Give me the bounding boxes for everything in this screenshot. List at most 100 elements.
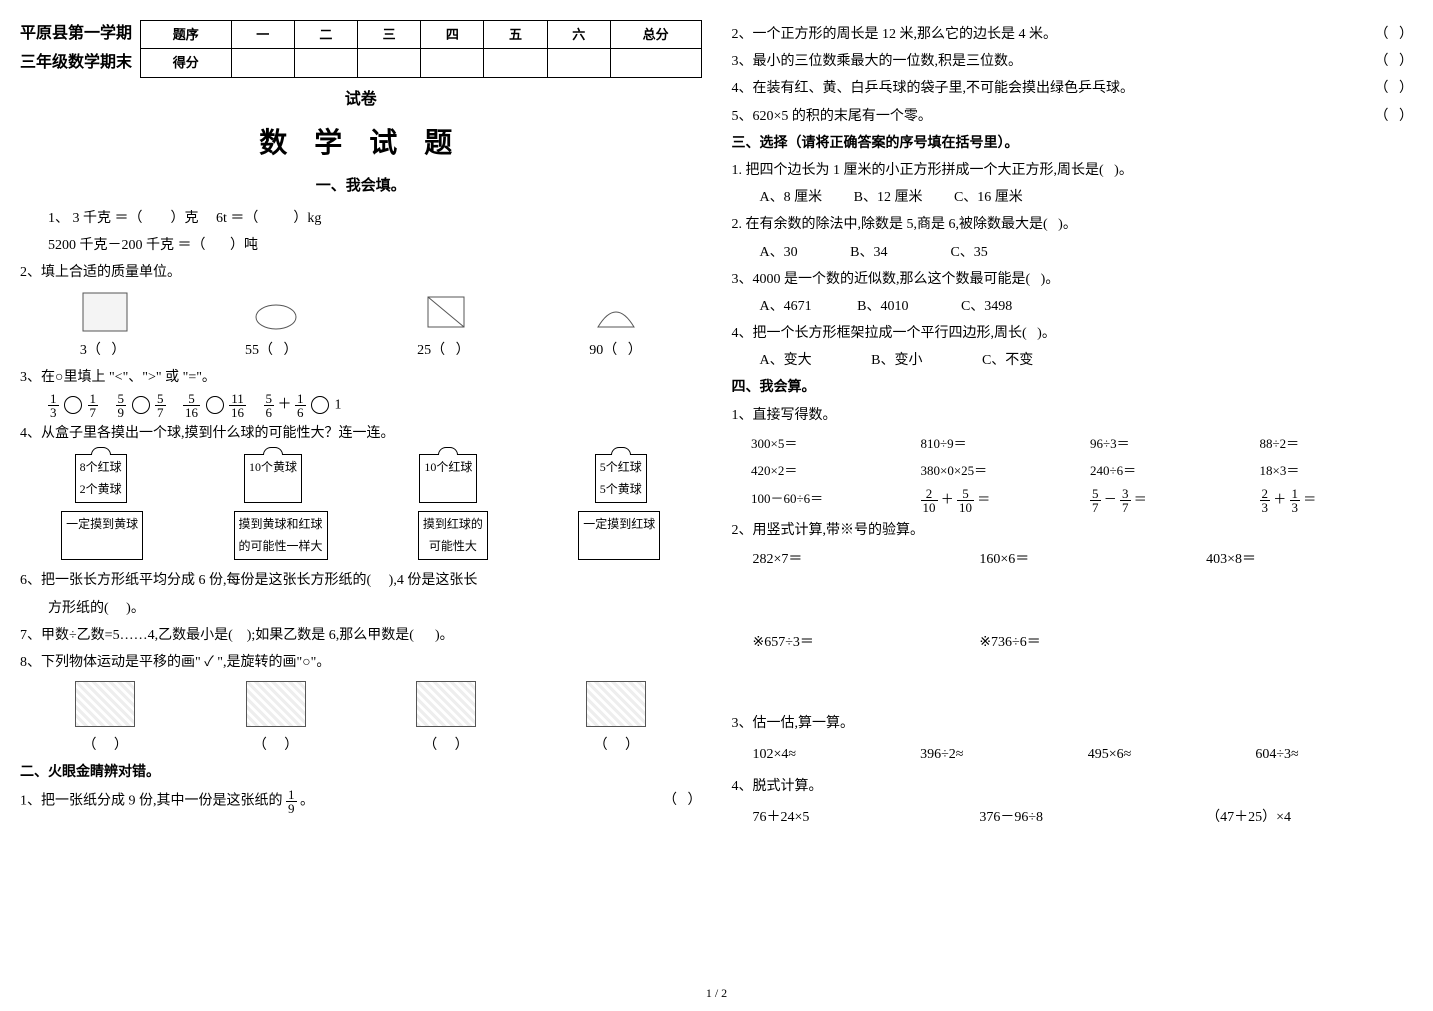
dg-i: 100－60÷6＝ — [751, 487, 905, 514]
tbl-c6: 六 — [547, 21, 610, 49]
motion-icon-4 — [586, 681, 646, 727]
sec2-title: 二、火眼金睛辨对错。 — [20, 760, 702, 785]
mass-icon-1 — [82, 292, 128, 332]
motion-icon-1 — [75, 681, 135, 727]
vc-c: 403×8＝ — [1206, 547, 1413, 572]
header-line2: 三年级数学期末 — [20, 49, 132, 78]
cmp-b-ld: 9 — [116, 406, 127, 419]
box-top-4: 5个红球5个黄球 — [595, 454, 647, 503]
title-main: 数 学 试 题 — [20, 119, 702, 169]
cmp-c-rd: 16 — [229, 406, 246, 419]
vc-b: 160×6＝ — [979, 547, 1186, 572]
tx-c: （47＋25）×4 — [1206, 805, 1413, 830]
c1: 1. 把四个边长为 1 厘米的小正方形拼成一个大正方形,周长是( — [732, 163, 1104, 178]
vc-e: ※736÷6＝ — [979, 630, 1186, 655]
tbl-r1c1: 题序 — [141, 21, 232, 49]
dg-j: 210 ＋ 510 ＝ — [921, 487, 1075, 514]
c4b: B、变小 — [871, 353, 922, 368]
q1-l2b: ）吨 — [230, 238, 258, 253]
q1-l1a: 1、 3 千克 ＝（ — [48, 211, 143, 226]
cmp-b-rn: 5 — [155, 392, 166, 406]
q6b: ),4 份是这张长 — [389, 573, 478, 588]
q2-b: 55（ — [245, 343, 273, 358]
mass-icon-2 — [253, 292, 299, 332]
cmp-d-rd: 6 — [295, 406, 306, 419]
est-c: 495×6≈ — [1088, 742, 1246, 767]
sec4-title: 四、我会算。 — [732, 375, 1414, 400]
c1b: B、12 厘米 — [854, 190, 923, 205]
q3: 3、在○里填上 "<"、">" 或 "="。 — [20, 365, 702, 390]
cmp-b-rd: 7 — [155, 406, 166, 419]
j1-fd: 9 — [286, 802, 297, 815]
q2-a-close: ） — [111, 343, 125, 358]
tbl-c2: 二 — [294, 21, 357, 49]
cmp-d-rn: 1 — [295, 392, 306, 406]
mass-icon-3 — [423, 292, 469, 332]
est-a: 102×4≈ — [753, 742, 911, 767]
p8-1: （ ） — [82, 733, 128, 758]
vc-a: 282×7＝ — [753, 547, 960, 572]
dg-d: 88÷2＝ — [1260, 432, 1414, 455]
j5: 5、620×5 的积的末尾有一个零。 — [732, 109, 932, 124]
c2a: A、30 — [760, 245, 798, 260]
tx-a: 76＋24×5 — [753, 805, 960, 830]
header-line1: 平原县第一学期 — [20, 20, 132, 49]
q6a: 6、把一张长方形纸平均分成 6 份,每份是这张长方形纸的( — [20, 573, 371, 588]
j5-paren: （ ） — [1375, 104, 1414, 129]
cmp-circle-2 — [132, 396, 150, 414]
cmp-row: 13 17 59 57 516 1116 56 ＋ 16 1 — [20, 392, 702, 419]
q7b: );如果乙数是 6,那么甲数是( — [247, 628, 414, 643]
box-bot-2: 摸到黄球和红球的可能性一样大 — [234, 511, 328, 560]
tbl-c5: 五 — [484, 21, 547, 49]
s4-4: 4、脱式计算。 — [732, 774, 1414, 799]
dg-l: 23 ＋ 13 ＝ — [1260, 487, 1414, 514]
c4c: C、不变 — [982, 353, 1033, 368]
box-bot-1: 一定摸到黄球 — [61, 511, 143, 560]
cmp-c-ld: 16 — [183, 406, 200, 419]
q4: 4、从盒子里各摸出一个球,摸到什么球的可能性大？连一连。 — [20, 421, 702, 446]
j3-paren: （ ） — [1375, 49, 1414, 74]
c4a: A、变大 — [760, 353, 812, 368]
cmp-a-rn: 1 — [88, 392, 99, 406]
c4: 4、把一个长方形框架拉成一个平行四边形,周长( — [732, 326, 1027, 341]
tbl-r2c1: 得分 — [141, 49, 232, 77]
p8-3: （ ） — [423, 733, 469, 758]
motion-icon-2 — [246, 681, 306, 727]
box-top-3: 10个红球 — [419, 454, 477, 503]
tbl-c4: 四 — [421, 21, 484, 49]
cmp-circle-4 — [311, 396, 329, 414]
box-bot-4: 一定摸到红球 — [578, 511, 660, 560]
s4-1: 1、直接写得数。 — [732, 403, 1414, 428]
j1b: 。 — [300, 793, 314, 808]
cmp-d-ln: 5 — [264, 392, 275, 406]
q6c: 方形纸的( — [48, 601, 109, 616]
dg-k: 57 － 37 ＝ — [1090, 487, 1244, 514]
j2-paren: （ ） — [1375, 22, 1414, 47]
j2: 2、一个正方形的周长是 12 米,那么它的边长是 4 米。 — [732, 27, 1058, 42]
c3c: C、3498 — [961, 299, 1012, 314]
cmp-d-ld: 6 — [264, 406, 275, 419]
page-number: 1 / 2 — [0, 983, 1433, 1005]
dg-a: 300×5＝ — [751, 432, 905, 455]
box-top-1: 8个红球2个黄球 — [75, 454, 127, 503]
q7c: )。 — [435, 628, 454, 643]
sec3-title: 三、选择（请将正确答案的序号填在括号里）。 — [732, 131, 1414, 156]
c3: 3、4000 是一个数的近似数,那么这个数最可能是( — [732, 272, 1031, 287]
j3: 3、最小的三位数乘最大的一位数,积是三位数。 — [732, 54, 1023, 69]
q7a: 7、甲数÷乙数=5……4,乙数最小是( — [20, 628, 233, 643]
c3a: A、4671 — [760, 299, 812, 314]
q2-c: 25（ — [417, 343, 445, 358]
s4-3: 3、估一估,算一算。 — [732, 711, 1414, 736]
est-b: 396÷2≈ — [920, 742, 1078, 767]
q6d: )。 — [126, 601, 145, 616]
p8-4: （ ） — [594, 733, 640, 758]
j4: 4、在装有红、黄、白乒乓球的袋子里,不可能会摸出绿色乒乓球。 — [732, 81, 1135, 96]
j4-paren: （ ） — [1375, 76, 1414, 101]
q8: 8、下列物体运动是平移的画" ✓ ",是旋转的画"○"。 — [20, 650, 702, 675]
dg-c: 96÷3＝ — [1090, 432, 1244, 455]
q2-d-close: ） — [628, 343, 642, 358]
q2: 2、填上合适的质量单位。 — [20, 260, 702, 285]
c4end: )。 — [1037, 326, 1056, 341]
c2c: C、35 — [950, 245, 987, 260]
vc-d: ※657÷3＝ — [753, 630, 960, 655]
